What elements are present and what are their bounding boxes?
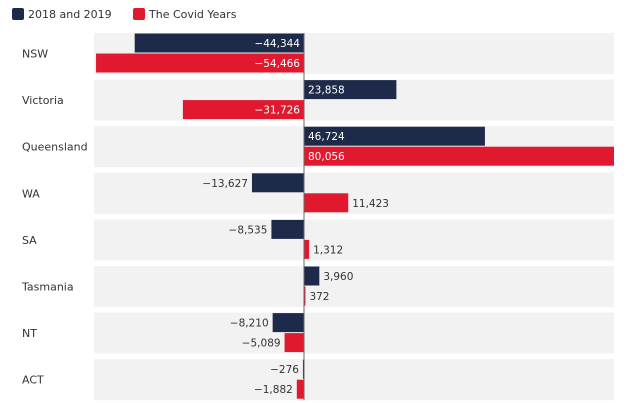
bar-2018-2019-victoria xyxy=(304,80,397,100)
legend-swatch-covid-years xyxy=(133,8,145,20)
labels: NSW −44,344 −54,466 Victoria 23,858 −31,726 Qu… xyxy=(21,38,389,396)
value-label-2018-2019-queensland: 46,724 xyxy=(308,131,345,143)
category-label-victoria: Victoria xyxy=(22,94,64,107)
value-label-2018-2019-nt: −8,210 xyxy=(230,318,269,330)
bar-covid-victoria xyxy=(182,100,304,120)
legend-label-2018-2019: 2018 and 2019 xyxy=(28,8,112,21)
value-label-covid-sa: 1,312 xyxy=(313,244,343,256)
value-label-2018-2019-sa: −8,535 xyxy=(229,224,268,236)
bar-2018-2019-nsw xyxy=(134,33,304,53)
value-label-covid-tasmania: 372 xyxy=(309,291,329,303)
value-label-2018-2019-act: −276 xyxy=(270,364,299,376)
bar-2018-2019-wa xyxy=(251,173,304,193)
legend-label-covid-years: The Covid Years xyxy=(148,8,237,21)
value-label-2018-2019-nsw: −44,344 xyxy=(254,38,300,50)
bar-covid-queensland xyxy=(304,146,614,166)
bar-covid-act xyxy=(296,379,304,399)
value-label-covid-nt: −5,089 xyxy=(242,338,281,350)
value-label-covid-nsw: −54,466 xyxy=(254,58,300,70)
bar-2018-2019-tasmania xyxy=(304,266,320,286)
value-label-covid-victoria: −31,726 xyxy=(254,105,300,117)
bar-2018-2019-act xyxy=(302,359,304,379)
category-label-sa: SA xyxy=(22,234,37,247)
bar-2018-2019-sa xyxy=(271,219,304,239)
row-bands xyxy=(94,33,614,401)
bar-covid-tasmania xyxy=(304,286,306,306)
bar-covid-nsw xyxy=(96,53,304,73)
legend: 2018 and 2019 The Covid Years xyxy=(12,8,237,21)
legend-swatch-2018-2019 xyxy=(12,8,24,20)
bars xyxy=(96,33,614,399)
value-label-2018-2019-wa: −13,627 xyxy=(202,178,248,190)
row-band-sa xyxy=(94,219,614,261)
bar-covid-nt xyxy=(284,333,304,353)
category-label-nsw: NSW xyxy=(22,48,48,61)
value-label-2018-2019-tasmania: 3,960 xyxy=(323,271,353,283)
category-label-queensland: Queensland xyxy=(22,141,88,154)
row-band-tasmania xyxy=(94,266,614,307)
category-label-tasmania: Tasmania xyxy=(21,281,74,294)
value-label-covid-act: −1,882 xyxy=(254,384,293,396)
row-band-nt xyxy=(94,312,614,354)
value-label-covid-wa: 11,423 xyxy=(352,198,389,210)
bar-covid-wa xyxy=(304,193,349,213)
bar-2018-2019-queensland xyxy=(304,126,485,146)
value-label-2018-2019-victoria: 23,858 xyxy=(308,85,345,97)
bar-2018-2019-nt xyxy=(272,313,304,333)
row-band-act xyxy=(94,359,614,401)
category-label-act: ACT xyxy=(22,374,44,387)
row-band-wa xyxy=(94,172,614,214)
category-label-nt: NT xyxy=(22,327,37,340)
bar-covid-sa xyxy=(304,239,310,259)
value-label-covid-queensland: 80,056 xyxy=(308,151,345,163)
category-label-wa: WA xyxy=(22,187,40,200)
